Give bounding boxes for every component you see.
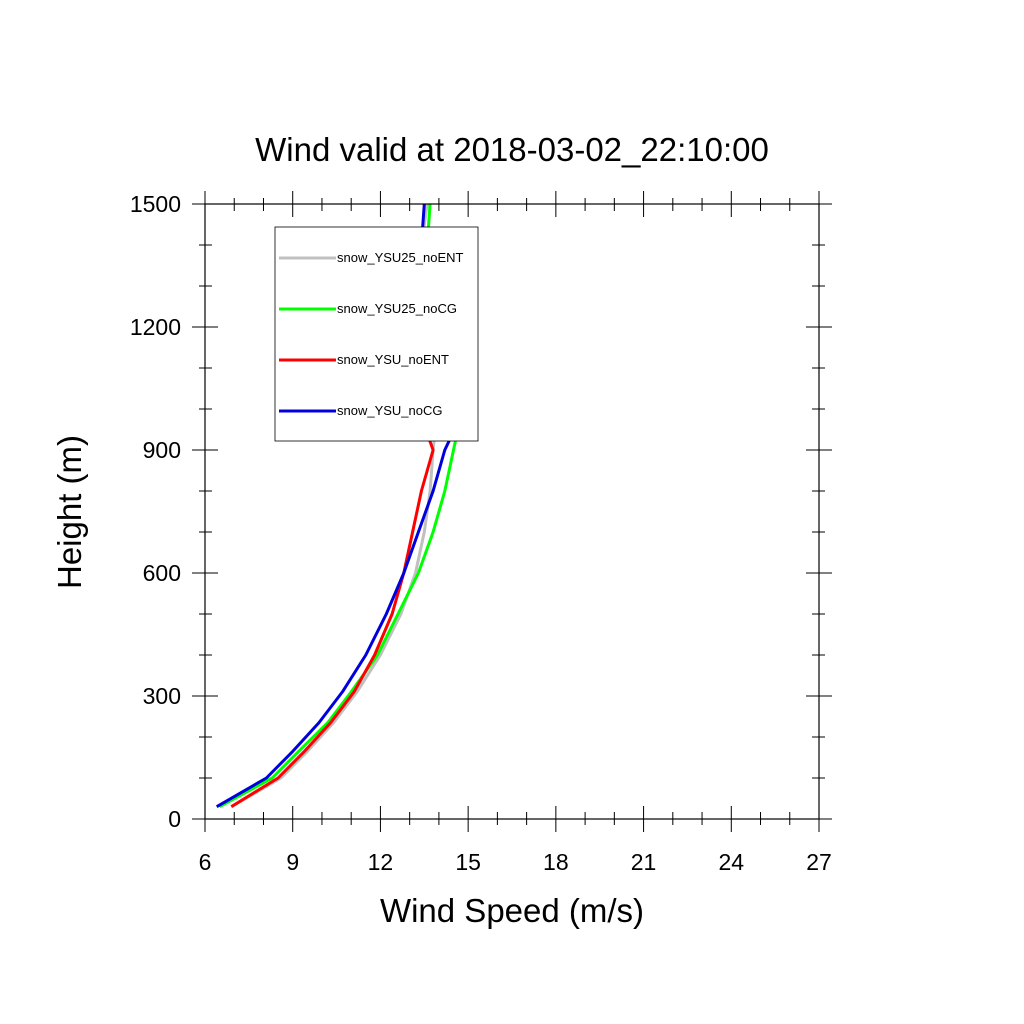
plot-frame [204, 203, 820, 820]
x-tick-label: 6 [199, 849, 212, 875]
x-tick-label: 24 [718, 849, 744, 875]
x-tick-label: 18 [543, 849, 569, 875]
legend: snow_YSU25_noENT snow_YSU25_noCG snow_YSU_… [274, 226, 479, 442]
y-tick-label: 1500 [130, 191, 181, 217]
x-tick-label: 27 [806, 849, 832, 875]
legend-box [274, 226, 479, 442]
legend-label: snow_YSU25_noCG [337, 301, 457, 316]
tick-labels: 6 9 12 15 18 21 24 27 0 300 600 900 1200 1500 [130, 191, 832, 875]
legend-label: snow_YSU_noENT [337, 352, 449, 367]
y-axis-label: Height (m) [51, 435, 88, 589]
y-tick-label: 0 [168, 806, 181, 832]
y-tick-label: 1200 [130, 314, 181, 340]
x-tick-label: 21 [631, 849, 657, 875]
y-tick-label: 900 [143, 437, 181, 463]
y-tick-label: 300 [143, 683, 181, 709]
y-tick-label: 600 [143, 560, 181, 586]
x-axis-label: Wind Speed (m/s) [380, 892, 644, 929]
x-tick-label: 15 [455, 849, 481, 875]
legend-label: snow_YSU_noCG [337, 403, 443, 418]
x-tick-label: 12 [368, 849, 394, 875]
x-tick-label: 9 [286, 849, 299, 875]
chart-title: Wind valid at 2018-03-02_22:10:00 [255, 131, 769, 168]
legend-label: snow_YSU25_noENT [337, 250, 464, 265]
